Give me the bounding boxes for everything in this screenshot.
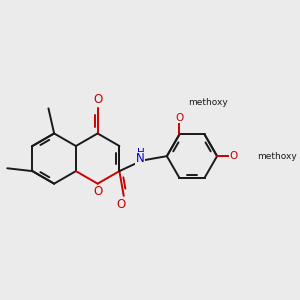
Text: methoxy: methoxy <box>258 152 297 160</box>
Text: O: O <box>93 185 102 198</box>
Text: methoxy: methoxy <box>188 98 228 107</box>
Text: O: O <box>230 151 238 161</box>
Text: O: O <box>176 113 184 123</box>
Text: O: O <box>94 93 103 106</box>
Text: N: N <box>136 152 144 165</box>
Text: O: O <box>117 198 126 211</box>
Text: H: H <box>136 148 144 158</box>
